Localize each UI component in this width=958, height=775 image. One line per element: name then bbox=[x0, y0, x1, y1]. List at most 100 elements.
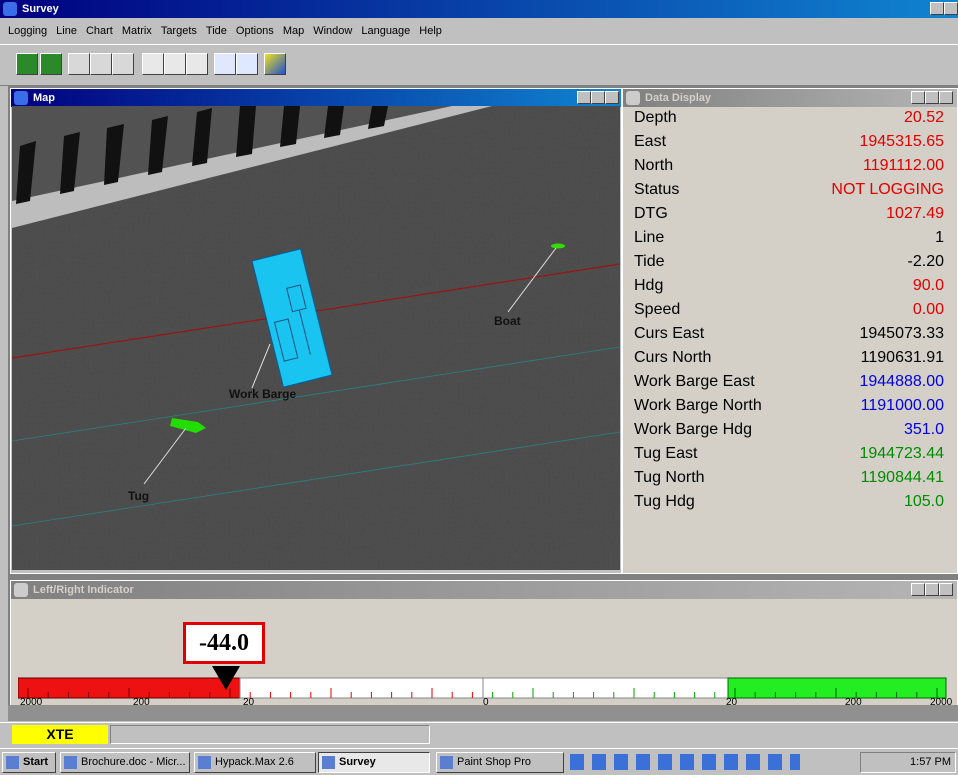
data-row: Speed 0.00 bbox=[634, 298, 944, 322]
data-row: Curs North 1190631.91 bbox=[634, 346, 944, 370]
indicator-title-bar: Left/Right Indicator bbox=[11, 581, 957, 599]
menu-item[interactable]: Chart bbox=[85, 25, 113, 37]
menu-bar: Logging Line Chart Matrix Targets Tide Options… bbox=[8, 21, 451, 39]
taskbar-button[interactable]: Brochure.doc - Micr... bbox=[60, 752, 190, 773]
minimize-button[interactable] bbox=[930, 2, 944, 15]
maximize-button[interactable] bbox=[925, 583, 939, 596]
maximize-button[interactable] bbox=[591, 91, 605, 104]
tool-button[interactable] bbox=[142, 53, 164, 75]
data-row: Line 1 bbox=[634, 226, 944, 250]
row-label: Tug East bbox=[634, 445, 698, 462]
minimized-windows bbox=[8, 705, 958, 721]
row-value: 351.0 bbox=[903, 421, 944, 438]
scale-label: 2000 bbox=[930, 697, 953, 708]
data-row: Tug North 1190844.41 bbox=[634, 466, 944, 490]
tool-button[interactable] bbox=[16, 53, 38, 75]
row-value: NOT LOGGING bbox=[831, 181, 944, 198]
tool-button[interactable] bbox=[214, 53, 236, 75]
tool-button[interactable] bbox=[112, 53, 134, 75]
close-button[interactable] bbox=[939, 91, 953, 104]
work-barge bbox=[251, 248, 333, 388]
menu-item[interactable]: Language bbox=[361, 25, 411, 37]
quick-launch bbox=[570, 754, 800, 770]
row-value: 1190844.41 bbox=[860, 469, 944, 486]
data-display-title: Data Display bbox=[645, 92, 712, 104]
tool-button[interactable] bbox=[264, 53, 286, 75]
map-title: Map bbox=[33, 92, 55, 104]
toolbar bbox=[0, 44, 958, 86]
data-row: East 1945315.65 bbox=[634, 130, 944, 154]
row-value: -2.20 bbox=[907, 253, 944, 270]
row-value: 1190631.91 bbox=[860, 349, 944, 366]
maximize-button[interactable] bbox=[925, 91, 939, 104]
row-value: 0.00 bbox=[912, 301, 944, 318]
row-value: 1191000.00 bbox=[860, 397, 944, 414]
scale-label: 20 bbox=[243, 697, 255, 708]
leader-line bbox=[507, 247, 557, 313]
row-label: North bbox=[634, 157, 674, 174]
data-row: Work Barge North 1191000.00 bbox=[634, 394, 944, 418]
tool-button[interactable] bbox=[236, 53, 258, 75]
row-value: 1 bbox=[935, 229, 944, 246]
map-label: Work Barge bbox=[229, 387, 296, 401]
menu-item[interactable]: Window bbox=[313, 25, 353, 37]
menu-item[interactable]: Options bbox=[235, 25, 274, 37]
data-row: North 1191112.00 bbox=[634, 154, 944, 178]
row-label: Status bbox=[634, 181, 680, 198]
scale-label: 200 bbox=[133, 697, 150, 708]
menu-item[interactable]: Help bbox=[419, 25, 442, 37]
menu-item[interactable]: Logging bbox=[8, 25, 48, 37]
tug bbox=[170, 418, 206, 433]
row-label: Curs North bbox=[634, 349, 712, 366]
row-label: Curs East bbox=[634, 325, 705, 342]
close-button[interactable] bbox=[605, 91, 619, 104]
app-title-bar: Survey bbox=[0, 0, 958, 18]
boat bbox=[551, 243, 565, 249]
row-label: DTG bbox=[634, 205, 668, 222]
bar-right bbox=[727, 677, 947, 699]
scale-label: 20 bbox=[726, 697, 738, 708]
row-label: Work Barge East bbox=[634, 373, 755, 390]
row-value: 1944888.00 bbox=[859, 373, 944, 390]
clock: 1:57 PM bbox=[910, 756, 951, 768]
taskbar-button[interactable]: Paint Shop Pro bbox=[436, 752, 564, 773]
map-label: Tug bbox=[128, 489, 149, 503]
tool-button[interactable] bbox=[164, 53, 186, 75]
data-row: Tug Hdg 105.0 bbox=[634, 490, 944, 514]
minimize-button[interactable] bbox=[577, 91, 591, 104]
tool-button[interactable] bbox=[90, 53, 112, 75]
menu-item[interactable]: Map bbox=[282, 25, 305, 37]
row-label: Line bbox=[634, 229, 665, 246]
menu-item[interactable]: Tide bbox=[205, 25, 227, 37]
scale-label: 200 bbox=[845, 697, 862, 708]
row-label: Tug Hdg bbox=[634, 493, 695, 510]
minimize-button[interactable] bbox=[911, 91, 925, 104]
start-button[interactable]: Start bbox=[2, 752, 56, 773]
row-label: Tide bbox=[634, 253, 665, 270]
app-title: Survey bbox=[22, 3, 59, 15]
row-value: 90.0 bbox=[912, 277, 944, 294]
xte-status: XTE bbox=[12, 725, 108, 744]
tool-button[interactable] bbox=[186, 53, 208, 75]
tool-button[interactable] bbox=[40, 53, 62, 75]
row-value: 105.0 bbox=[903, 493, 944, 510]
taskbar-button[interactable]: Survey bbox=[318, 752, 430, 773]
row-value: 1027.49 bbox=[886, 205, 944, 222]
menu-item[interactable]: Line bbox=[56, 25, 77, 37]
piles bbox=[16, 106, 388, 204]
row-value: 20.52 bbox=[903, 109, 944, 126]
data-row: Tug East 1944723.44 bbox=[634, 442, 944, 466]
status-pane bbox=[110, 725, 430, 744]
menu-item[interactable]: Matrix bbox=[121, 25, 152, 37]
menu-item[interactable]: Targets bbox=[160, 25, 197, 37]
close-button[interactable] bbox=[939, 583, 953, 596]
row-value: 1945315.65 bbox=[859, 133, 944, 150]
row-label: East bbox=[634, 133, 667, 150]
data-display-title-bar: Data Display bbox=[623, 89, 957, 107]
taskbar-button[interactable]: Hypack.Max 2.6 bbox=[194, 752, 316, 773]
row-label: Speed bbox=[634, 301, 681, 318]
close-button[interactable] bbox=[944, 2, 958, 15]
tool-button[interactable] bbox=[68, 53, 90, 75]
minimize-button[interactable] bbox=[911, 583, 925, 596]
data-row: Curs East 1945073.33 bbox=[634, 322, 944, 346]
